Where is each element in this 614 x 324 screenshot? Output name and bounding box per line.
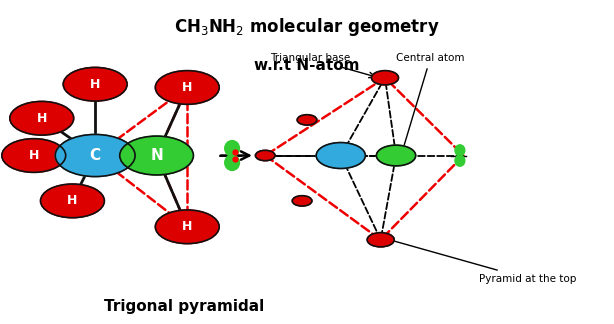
- Circle shape: [55, 134, 135, 177]
- Circle shape: [255, 150, 275, 161]
- Ellipse shape: [455, 145, 465, 156]
- Text: H: H: [182, 81, 192, 94]
- Ellipse shape: [225, 141, 239, 156]
- Circle shape: [292, 196, 312, 206]
- Text: H: H: [90, 78, 100, 91]
- Text: H: H: [182, 220, 192, 233]
- Circle shape: [120, 136, 193, 175]
- Text: N: N: [150, 148, 163, 163]
- Ellipse shape: [225, 155, 239, 170]
- Text: Central atom: Central atom: [396, 53, 465, 158]
- Circle shape: [63, 67, 127, 101]
- Circle shape: [371, 71, 398, 85]
- Text: H: H: [68, 194, 77, 207]
- Text: Triangular base: Triangular base: [270, 53, 375, 78]
- Circle shape: [297, 115, 317, 125]
- Text: w.r.t N-atom: w.r.t N-atom: [254, 58, 360, 73]
- Circle shape: [376, 145, 416, 166]
- Circle shape: [316, 143, 365, 168]
- Text: H: H: [29, 149, 39, 162]
- Text: C: C: [90, 148, 101, 163]
- Text: H: H: [37, 112, 47, 125]
- Circle shape: [10, 101, 74, 135]
- Circle shape: [155, 210, 219, 244]
- Text: Trigonal pyramidal: Trigonal pyramidal: [104, 299, 264, 314]
- Circle shape: [155, 71, 219, 104]
- Circle shape: [41, 184, 104, 218]
- Text: CH$_3$NH$_2$ molecular geometry: CH$_3$NH$_2$ molecular geometry: [174, 16, 440, 38]
- Text: Pyramid at the top: Pyramid at the top: [388, 238, 577, 284]
- Circle shape: [2, 139, 66, 172]
- Ellipse shape: [455, 155, 465, 166]
- Circle shape: [367, 233, 394, 247]
